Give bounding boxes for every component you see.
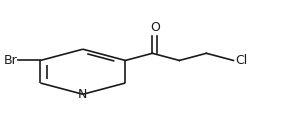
Text: Br: Br (4, 54, 17, 67)
Text: O: O (150, 21, 160, 34)
Text: Cl: Cl (235, 54, 247, 67)
Text: N: N (78, 88, 88, 101)
